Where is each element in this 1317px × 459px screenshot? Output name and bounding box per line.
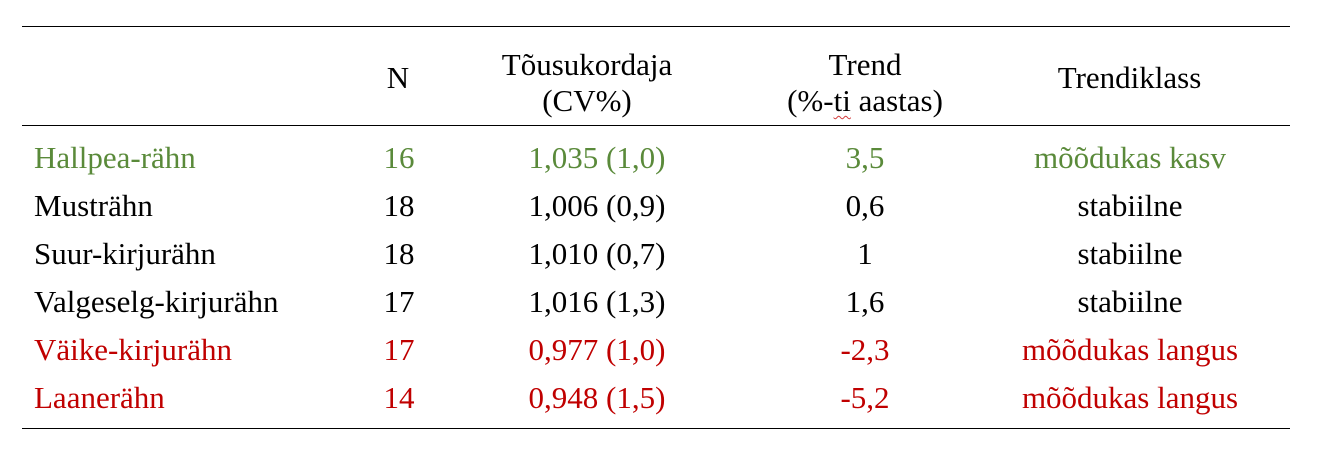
- cell-trend: 3,5: [845, 140, 885, 175]
- header-trend-line2: (%-ti aastas): [740, 83, 990, 119]
- table-body: Hallpea-rähn 16 1,035 (1,0) 3,5 mõõdukas…: [22, 126, 1290, 428]
- cell-species: Valgeselg-kirjurähn: [34, 284, 279, 319]
- cell-n: 16: [383, 140, 415, 175]
- cell-n: 18: [383, 188, 415, 223]
- cell-ratio: 0,948 (1,5): [528, 380, 666, 415]
- header-class: Trendiklass: [1057, 60, 1202, 95]
- cell-class: mõõdukas kasv: [1033, 140, 1226, 175]
- cell-ratio: 1,006 (0,9): [528, 188, 666, 223]
- cell-trend: 0,6: [845, 188, 885, 223]
- cell-n: 17: [383, 332, 415, 367]
- cell-trend: -5,2: [840, 380, 890, 415]
- cell-trend: 1: [857, 236, 873, 271]
- table-header-rule: [22, 125, 1290, 126]
- header-ratio-line1: Tõusukordaja: [501, 47, 673, 82]
- table-row: Suur-kirjurähn 18 1,010 (0,7) 1 stabiiln…: [22, 230, 1290, 278]
- table-row: Väike-kirjurähn 17 0,977 (1,0) -2,3 mõõd…: [22, 326, 1290, 374]
- cell-ratio: 0,977 (1,0): [528, 332, 666, 367]
- cell-ratio: 1,016 (1,3): [528, 284, 666, 319]
- cell-species: Hallpea-rähn: [34, 140, 196, 175]
- header-ratio: Tõusukordaja (CV%): [472, 47, 702, 119]
- header-trend-line2-a: (%-: [787, 83, 834, 118]
- cell-class: mõõdukas langus: [1021, 380, 1239, 415]
- cell-ratio: 1,035 (1,0): [528, 140, 666, 175]
- cell-species: Suur-kirjurähn: [34, 236, 216, 271]
- cell-ratio: 1,010 (0,7): [528, 236, 666, 271]
- table-row: Laanerähn 14 0,948 (1,5) -5,2 mõõdukas l…: [22, 374, 1290, 422]
- cell-trend: -2,3: [840, 332, 890, 367]
- header-trend-line2-c: aastas): [850, 83, 943, 118]
- cell-class: stabiilne: [1077, 284, 1183, 319]
- cell-n: 14: [383, 380, 415, 415]
- cell-class: mõõdukas langus: [1021, 332, 1239, 367]
- table-row: Valgeselg-kirjurähn 17 1,016 (1,3) 1,6 s…: [22, 278, 1290, 326]
- header-n: N: [386, 60, 410, 95]
- header-ratio-line2: (CV%): [542, 83, 632, 118]
- cell-class: stabiilne: [1077, 188, 1183, 223]
- table-header-row: N Tõusukordaja (CV%) Trend (%-ti aastas)…: [22, 27, 1290, 125]
- cell-n: 18: [383, 236, 415, 271]
- header-trend-line1: Trend: [828, 47, 902, 82]
- spellcheck-flagged-word: ti: [833, 83, 851, 118]
- table-row: Musträhn 18 1,006 (0,9) 0,6 stabiilne: [22, 182, 1290, 230]
- table-bottom-rule: [22, 428, 1290, 429]
- cell-species: Musträhn: [34, 188, 153, 223]
- cell-species: Väike-kirjurähn: [34, 332, 232, 367]
- table-top-rule: [22, 26, 1290, 27]
- cell-n: 17: [383, 284, 415, 319]
- cell-trend: 1,6: [845, 284, 885, 319]
- header-trend: Trend (%-ti aastas): [740, 47, 990, 119]
- table-row: Hallpea-rähn 16 1,035 (1,0) 3,5 mõõdukas…: [22, 134, 1290, 182]
- cell-class: stabiilne: [1077, 236, 1183, 271]
- trend-table: N Tõusukordaja (CV%) Trend (%-ti aastas)…: [22, 26, 1290, 429]
- cell-species: Laanerähn: [34, 380, 165, 415]
